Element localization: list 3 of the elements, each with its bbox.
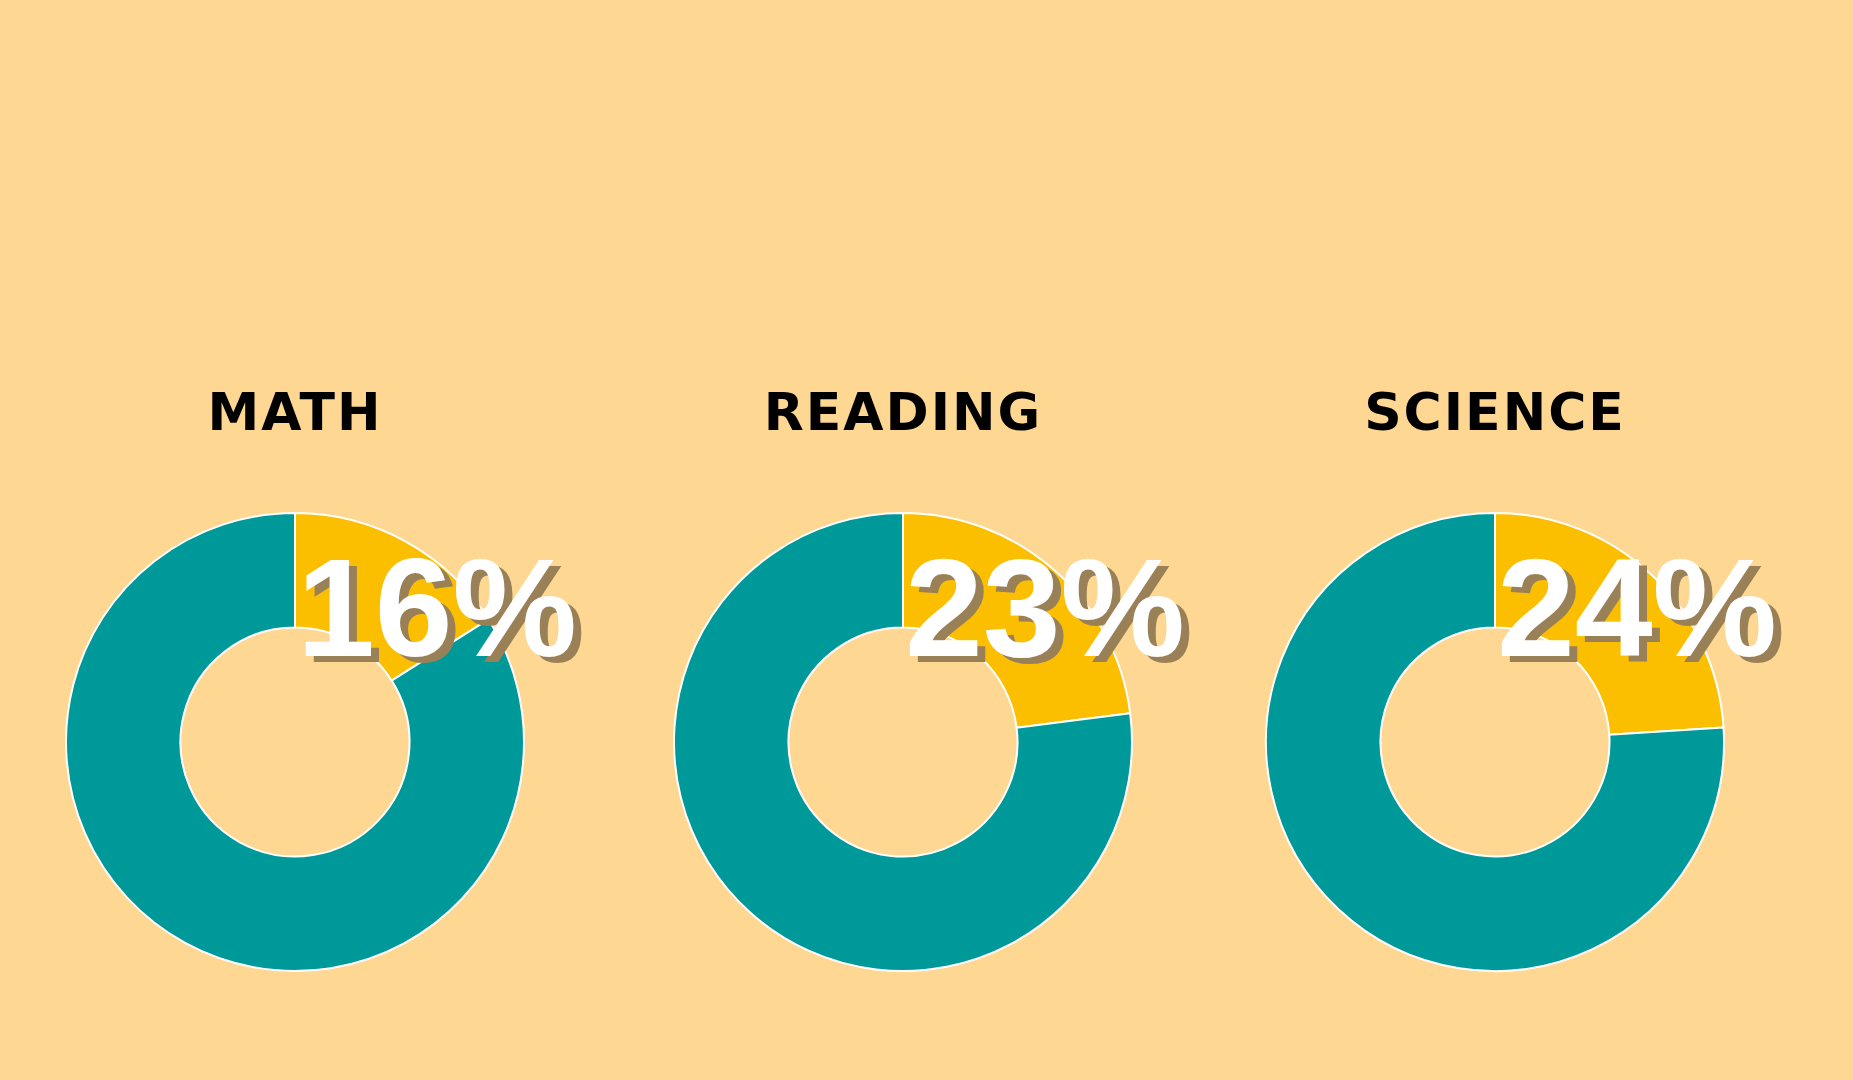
chart-title: SCIENCE	[1363, 382, 1627, 442]
chart-title: MATH	[206, 382, 384, 442]
chart-title: READING	[762, 382, 1044, 442]
